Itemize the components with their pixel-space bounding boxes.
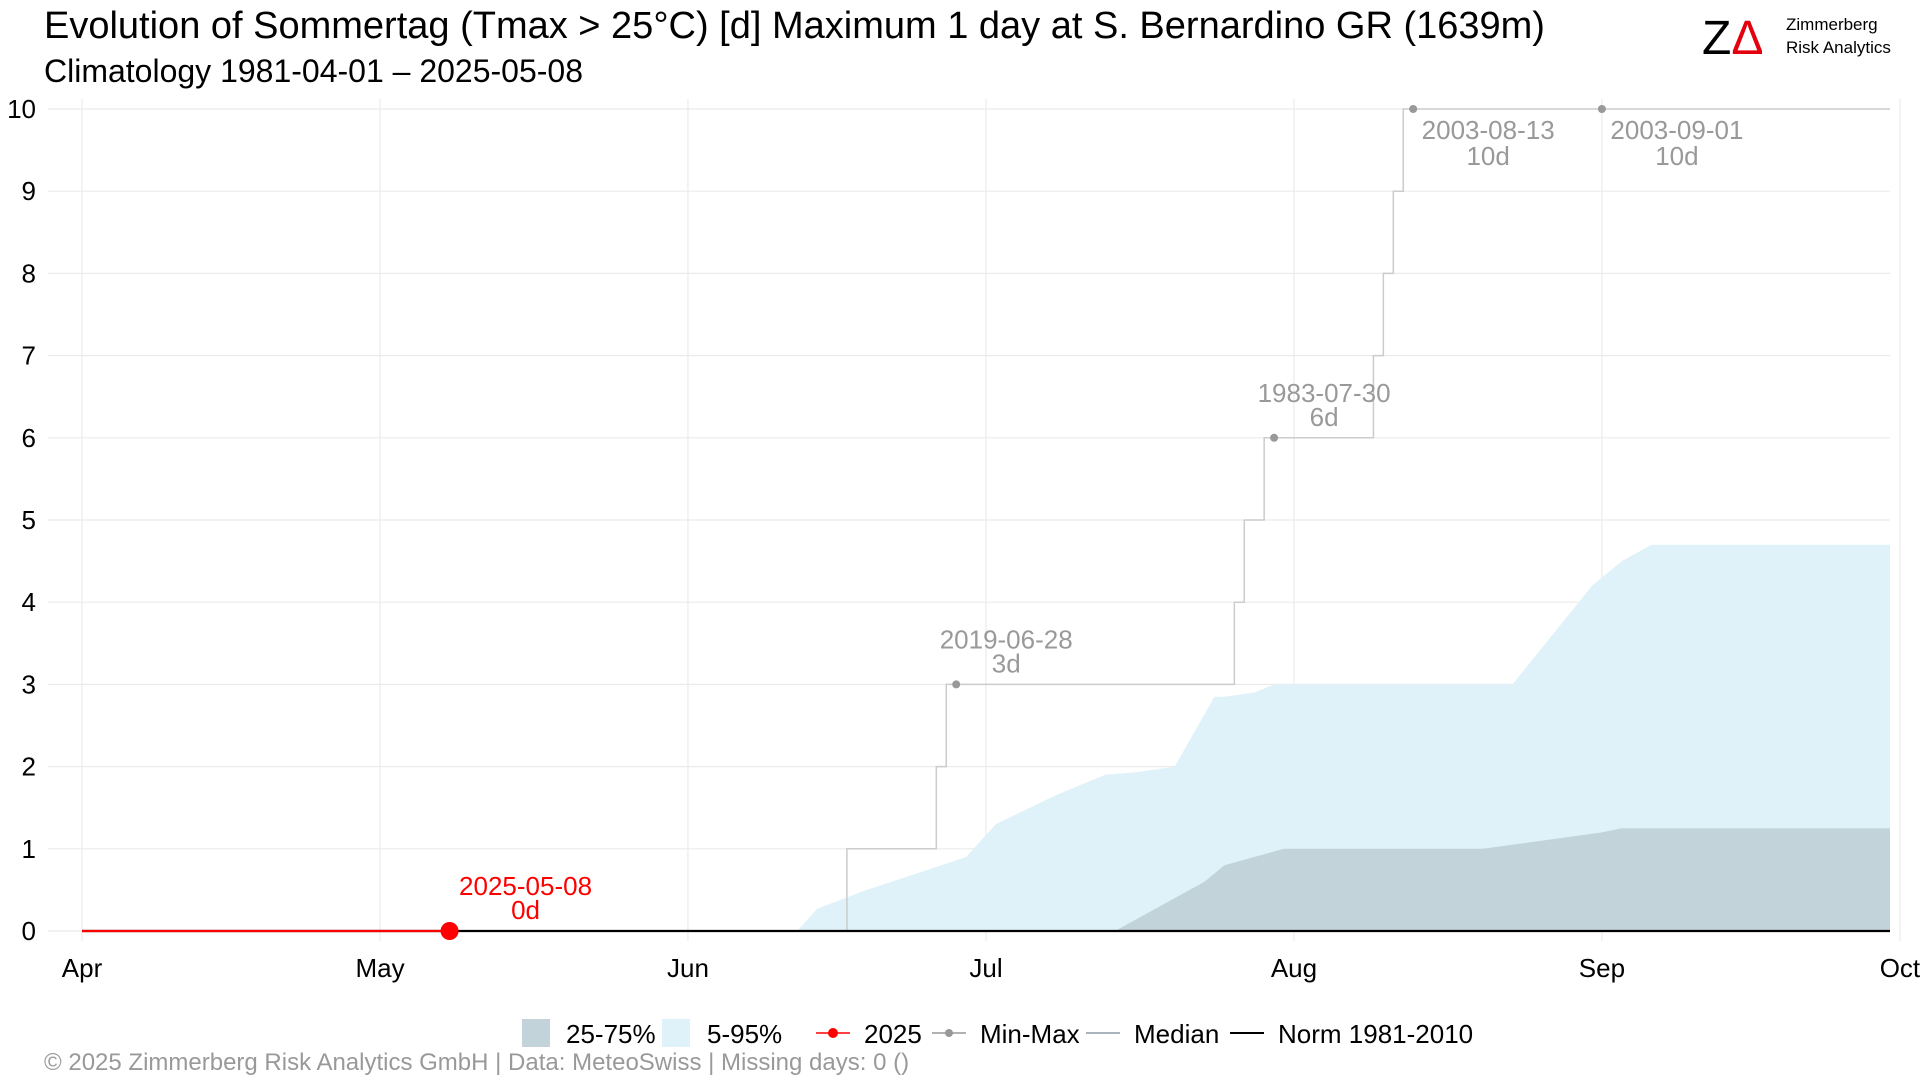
y-tick-label: 2 bbox=[22, 752, 36, 782]
legend-label: 25-75% bbox=[566, 1019, 656, 1049]
y-tick-label: 8 bbox=[22, 258, 36, 288]
x-tick-label: Apr bbox=[62, 953, 103, 983]
band-25-75 bbox=[82, 828, 1890, 931]
min-max-label-value: 6d bbox=[1310, 402, 1339, 432]
logo-line1: Zimmerberg bbox=[1786, 15, 1878, 34]
min-max-label-date: 1983-07-30 bbox=[1258, 378, 1391, 408]
band-5-95 bbox=[82, 544, 1890, 931]
min-max-point bbox=[1409, 105, 1418, 113]
y-tick-label: 4 bbox=[22, 587, 36, 617]
legend-label: 2025 bbox=[864, 1019, 922, 1049]
min-max-label-date: 2003-08-13 bbox=[1422, 115, 1555, 145]
legend-swatch-point bbox=[945, 1029, 953, 1037]
legend-label: Norm 1981-2010 bbox=[1278, 1019, 1473, 1049]
logo: ZΔ Zimmerberg Risk Analytics bbox=[1702, 12, 1891, 65]
current-year-label-date: 2025-05-08 bbox=[459, 871, 592, 901]
legend-swatch-point bbox=[828, 1028, 838, 1038]
min-max-label-date: 2003-09-01 bbox=[1610, 115, 1743, 145]
y-tick-label: 0 bbox=[22, 916, 36, 946]
x-tick-label: Oct bbox=[1880, 953, 1920, 983]
y-tick-label: 9 bbox=[22, 176, 36, 206]
y-tick-label: 7 bbox=[22, 341, 36, 371]
min-max-label-value: 10d bbox=[1655, 141, 1698, 171]
legend-swatch bbox=[662, 1019, 690, 1047]
min-max-label-value: 10d bbox=[1466, 141, 1509, 171]
chart-subtitle: Climatology 1981-04-01 – 2025-05-08 bbox=[44, 53, 583, 89]
legend: 25-75% 5-95% 2025 Min-Max Median Norm 1981-20… bbox=[522, 1019, 1473, 1049]
min-max-point bbox=[1270, 433, 1279, 442]
logo-mark: ZΔ bbox=[1702, 12, 1763, 65]
footer-credit: © 2025 Zimmerberg Risk Analytics GmbH | … bbox=[44, 1049, 909, 1076]
y-tick-label: 6 bbox=[22, 423, 36, 453]
logo-line2: Risk Analytics bbox=[1786, 38, 1891, 57]
min-max-label-date: 2019-06-28 bbox=[940, 624, 1073, 654]
x-tick-label: Jul bbox=[969, 953, 1002, 983]
plot-area: 0 1 2 3 4 5 6 7 8 9 10 Apr May Jun Jul Aug Sep Oct 2019-06… bbox=[7, 94, 1920, 983]
current-year-label-value: 0d bbox=[511, 895, 540, 925]
min-max-label-value: 3d bbox=[992, 648, 1021, 678]
x-tick-label: May bbox=[355, 953, 404, 983]
y-tick-label: 5 bbox=[22, 505, 36, 535]
y-tick-label: 10 bbox=[7, 94, 36, 124]
x-tick-label: Aug bbox=[1271, 953, 1317, 983]
current-year-point bbox=[440, 922, 459, 940]
legend-label: Min-Max bbox=[980, 1019, 1080, 1049]
legend-label: 5-95% bbox=[707, 1019, 782, 1049]
chart-title: Evolution of Sommertag (Tmax > 25°C) [d]… bbox=[44, 5, 1545, 47]
min-max-point bbox=[952, 680, 961, 689]
min-max-line bbox=[82, 108, 1890, 932]
legend-label: Median bbox=[1134, 1019, 1219, 1049]
x-tick-label: Jun bbox=[667, 953, 709, 983]
x-tick-label: Sep bbox=[1579, 953, 1625, 983]
legend-swatch bbox=[522, 1019, 550, 1047]
min-max-point bbox=[1597, 105, 1606, 113]
y-tick-label: 3 bbox=[22, 669, 36, 699]
y-tick-label: 1 bbox=[22, 834, 36, 864]
